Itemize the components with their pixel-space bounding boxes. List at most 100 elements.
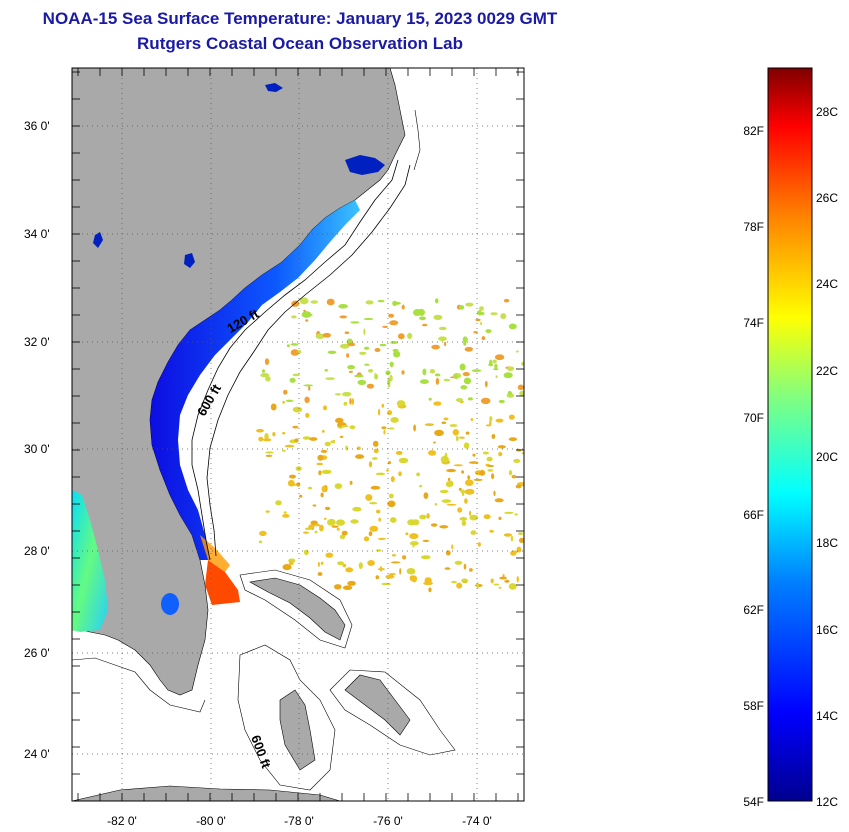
sst-speckle (433, 441, 436, 444)
sst-speckle (441, 499, 452, 503)
sst-speckle (493, 490, 496, 497)
sst-speckle (389, 320, 399, 326)
sst-speckle (364, 363, 370, 366)
sst-speckle (385, 574, 395, 579)
sst-speckle (519, 537, 524, 543)
sst-speckle (469, 510, 472, 516)
sst-speckle (438, 336, 447, 342)
sst-speckle (434, 429, 444, 437)
sst-speckle (292, 373, 301, 377)
sst-speckle (368, 531, 373, 537)
cuba-coast (72, 785, 341, 801)
sst-speckle (521, 452, 524, 455)
florida-bay-outline (72, 657, 206, 713)
sst-speckle (334, 393, 342, 396)
sst-speckle (317, 561, 320, 567)
sst-speckle (477, 542, 481, 547)
sst-speckle (375, 575, 380, 580)
sst-speckle (287, 479, 295, 487)
sst-speckle (405, 532, 409, 536)
map-title: NOAA-15 Sea Surface Temperature: January… (42, 9, 558, 28)
sst-speckle (453, 464, 463, 467)
sst-speckle (331, 525, 339, 528)
sst-speckle (467, 475, 471, 480)
sst-speckle (364, 346, 370, 350)
sst-speckle (503, 372, 513, 379)
sst-speckle (358, 562, 363, 569)
sst-speckle (304, 396, 310, 403)
colorbar-c-label: 28C (816, 105, 838, 119)
sst-speckle (493, 583, 500, 586)
sst-speckle (320, 449, 328, 453)
sst-speckle (289, 377, 296, 383)
colorbar: 82F 78F 74F 70F 66F 62F 58F 54F 28C 26C … (743, 67, 838, 809)
sst-speckle (302, 531, 309, 534)
sst-speckle (387, 500, 396, 508)
colorbar-fahrenheit-labels: 82F 78F 74F 70F 66F 62F 58F 54F (743, 124, 764, 809)
sst-speckle (264, 358, 270, 365)
lon-label: -74 0' (462, 814, 492, 828)
sst-speckle (323, 517, 327, 520)
sst-speckle (392, 348, 399, 353)
sst-speckle (376, 509, 381, 514)
sst-speckle (519, 390, 524, 397)
sst-speckle (314, 530, 318, 534)
sst-speckle (422, 368, 427, 376)
sst-speckle (467, 397, 473, 401)
sst-speckle (312, 504, 317, 507)
sst-speckle (286, 344, 290, 348)
sst-speckle (303, 384, 314, 387)
sst-speckle (338, 304, 348, 309)
sst-speckle (444, 341, 447, 347)
lon-label: -78 0' (284, 814, 314, 828)
sst-speckle (339, 435, 344, 438)
sst-speckle (480, 321, 483, 326)
sst-speckle (397, 333, 405, 340)
sst-speckle (365, 494, 373, 501)
sst-speckle (508, 470, 513, 476)
sst-speckle (264, 433, 269, 440)
sst-speckle (379, 343, 387, 347)
sst-speckle (494, 363, 498, 370)
sst-speckle (449, 424, 458, 427)
sst-speckle (282, 514, 290, 518)
sst-speckle (508, 414, 515, 420)
sst-speckle (458, 436, 465, 439)
sst-speckle (424, 423, 435, 426)
sst-speckle (426, 513, 430, 519)
sst-speckle (350, 519, 359, 524)
sst-speckle (473, 331, 478, 334)
sst-speckle (368, 368, 374, 373)
sst-speckle (317, 572, 323, 576)
sst-speckle (461, 489, 465, 497)
sst-speckle (487, 464, 495, 468)
sst-speckle (445, 550, 451, 556)
sst-speckle (256, 428, 264, 433)
sst-speckle (491, 434, 496, 439)
sst-speckle (495, 418, 504, 423)
sst-speckle (321, 485, 327, 493)
sst-speckle (446, 468, 456, 473)
sst-speckle (423, 492, 429, 499)
sst-speckle (363, 328, 366, 336)
sst-speckle (468, 461, 479, 464)
sst-speckle (381, 403, 385, 408)
sst-speckle (508, 323, 517, 330)
sst-speckle (458, 487, 462, 491)
sst-speckle (341, 530, 348, 536)
sst-speckle (409, 575, 416, 582)
sst-speckle (327, 518, 336, 526)
inland-lake (265, 83, 283, 92)
sst-speckle (367, 560, 375, 566)
sst-speckle (365, 300, 374, 305)
sst-speckle (439, 489, 449, 494)
sst-speckle (495, 375, 498, 379)
sst-speckle (419, 379, 429, 384)
sst-speckle (347, 365, 355, 370)
sst-speckle (305, 319, 309, 322)
sst-speckle (289, 474, 296, 479)
sst-speckle (419, 514, 427, 520)
bahamas-andros (279, 689, 316, 771)
sst-speckle (372, 440, 379, 447)
sst-speckle (265, 510, 270, 513)
